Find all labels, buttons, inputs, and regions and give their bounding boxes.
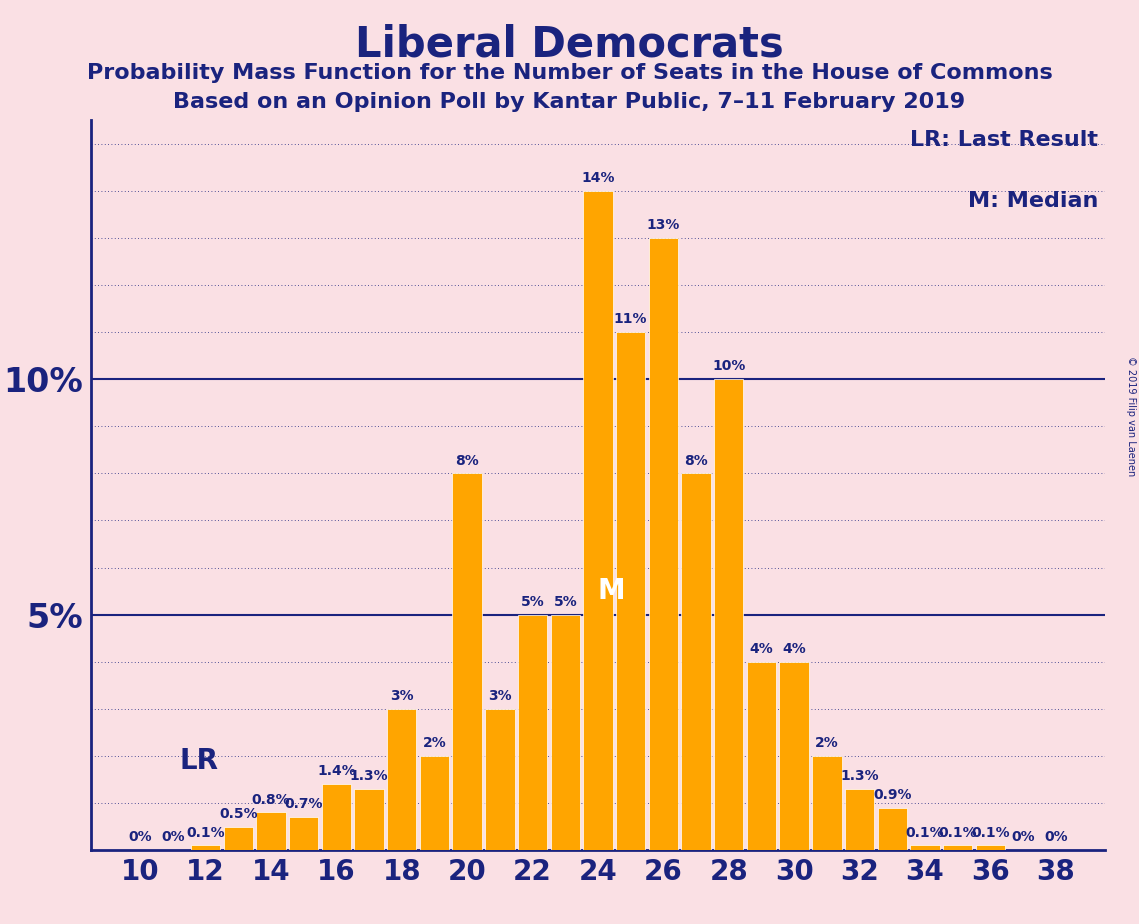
Text: 2%: 2% [816,736,838,750]
Text: LR: LR [180,747,219,774]
Bar [943,845,973,850]
Bar [910,845,940,850]
Bar [681,473,711,850]
Bar [550,614,580,850]
Bar [976,845,1005,850]
Text: 11%: 11% [614,312,647,326]
Bar [485,709,515,850]
Text: LR: Last Result: LR: Last Result [910,129,1098,150]
Text: © 2019 Filip van Laenen: © 2019 Filip van Laenen [1126,356,1136,476]
Bar [845,789,875,850]
Bar [256,812,286,850]
Bar [812,756,842,850]
Bar [223,827,253,850]
Text: 10%: 10% [712,359,745,373]
Bar [616,332,646,850]
Text: 2%: 2% [423,736,446,750]
Bar [387,709,417,850]
Text: 8%: 8% [456,454,480,468]
Text: Based on an Opinion Poll by Kantar Public, 7–11 February 2019: Based on an Opinion Poll by Kantar Publi… [173,92,966,113]
Text: 3%: 3% [390,689,413,703]
Text: 1.3%: 1.3% [841,769,879,784]
Bar [779,662,809,850]
Text: 0.1%: 0.1% [906,826,944,840]
Bar [420,756,449,850]
Text: 14%: 14% [581,171,615,185]
Bar [191,845,220,850]
Text: 0.7%: 0.7% [285,797,323,811]
Bar [289,817,319,850]
Text: 5%: 5% [521,595,544,609]
Text: 0%: 0% [161,831,185,845]
Text: 5%: 5% [554,595,577,609]
Text: 0%: 0% [1011,831,1035,845]
Bar [452,473,482,850]
Text: M: M [597,578,625,605]
Bar [747,662,776,850]
Text: M: Median: M: Median [968,190,1098,211]
Text: 4%: 4% [782,642,806,656]
Bar [583,190,613,850]
Text: 1.4%: 1.4% [317,764,355,779]
Bar [877,808,907,850]
Text: 3%: 3% [489,689,511,703]
Text: 13%: 13% [647,218,680,232]
Text: Probability Mass Function for the Number of Seats in the House of Commons: Probability Mass Function for the Number… [87,63,1052,83]
Bar [354,789,384,850]
Text: 0.1%: 0.1% [939,826,977,840]
Text: Liberal Democrats: Liberal Democrats [355,23,784,65]
Bar [649,237,678,850]
Bar [518,614,548,850]
Text: 0%: 0% [129,831,151,845]
Text: 0%: 0% [1044,831,1067,845]
Bar [714,379,744,850]
Text: 0.9%: 0.9% [872,788,911,802]
Text: 8%: 8% [685,454,708,468]
Text: 0.1%: 0.1% [972,826,1009,840]
Text: 0.8%: 0.8% [252,793,290,807]
Bar [321,784,351,850]
Text: 0.5%: 0.5% [219,807,257,821]
Text: 4%: 4% [749,642,773,656]
Text: 0.1%: 0.1% [187,826,224,840]
Text: 1.3%: 1.3% [350,769,388,784]
